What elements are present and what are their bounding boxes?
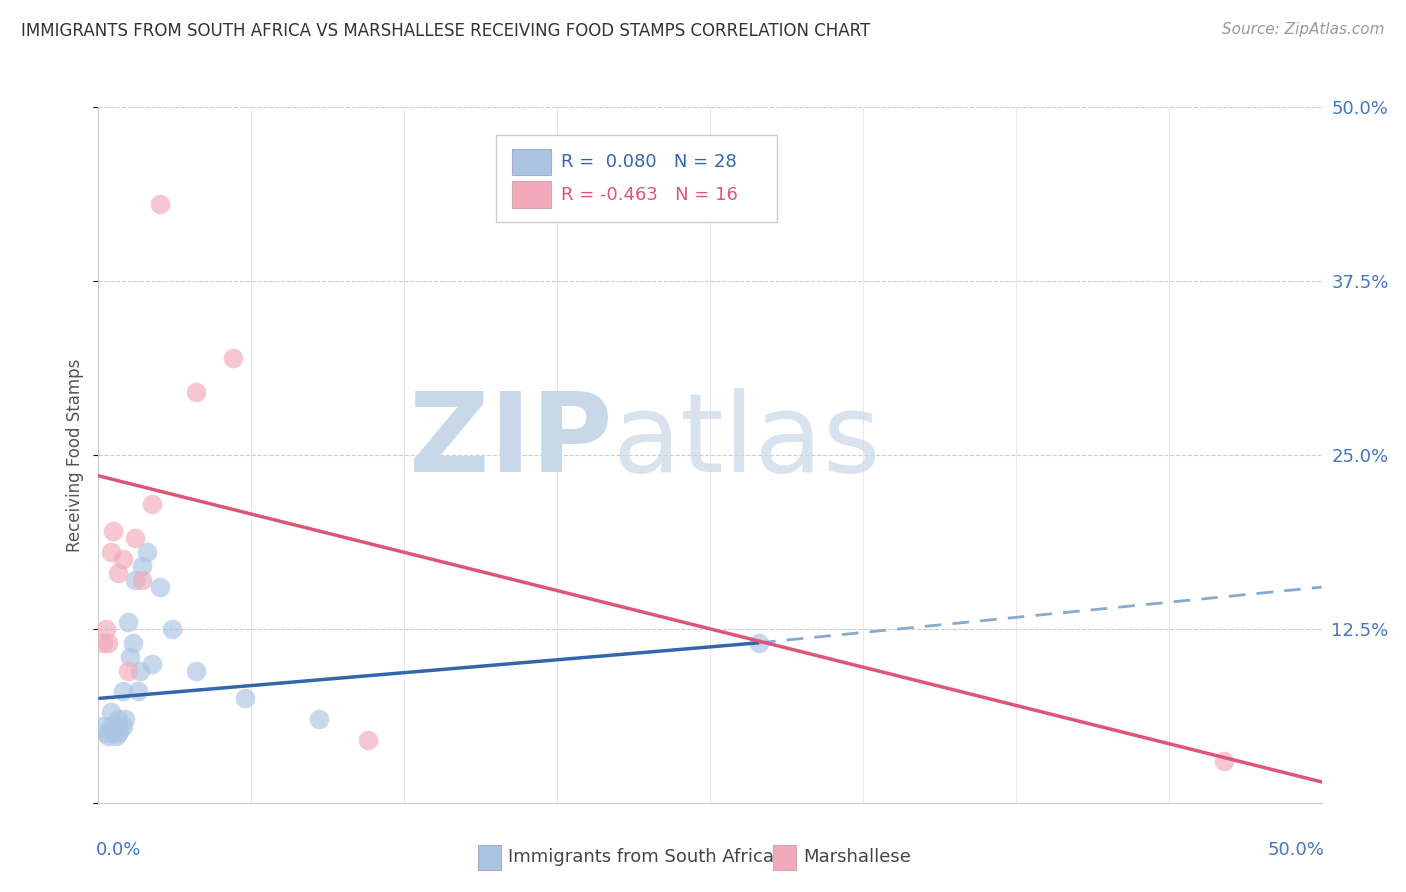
Point (104, 729, 127, 743)
Point (111, 552, 134, 566)
Point (91, 636, 114, 650)
Point (101, 524, 124, 539)
Point (120, 649, 142, 664)
Point (117, 664, 139, 678)
Point (94, 622, 117, 636)
Text: R = -0.463   N = 16: R = -0.463 N = 16 (561, 186, 738, 203)
Point (233, 691, 256, 706)
Point (97, 729, 120, 743)
Point (356, 733, 378, 747)
Point (117, 615, 139, 629)
Point (110, 723, 132, 738)
Text: atlas: atlas (612, 387, 880, 494)
Point (107, 566, 129, 581)
Point (121, 636, 143, 650)
Point (141, 497, 163, 511)
Point (222, 351, 245, 365)
Text: 0.0%: 0.0% (96, 841, 142, 859)
FancyBboxPatch shape (496, 135, 778, 222)
Point (149, 197, 172, 211)
FancyBboxPatch shape (512, 149, 551, 175)
Text: Source: ZipAtlas.com: Source: ZipAtlas.com (1222, 22, 1385, 37)
Point (100, 545, 122, 559)
Point (97, 636, 120, 650)
Point (748, 636, 770, 650)
Point (308, 712, 330, 726)
Point (107, 726, 129, 740)
Text: ZIP: ZIP (409, 387, 612, 494)
Point (131, 559, 153, 574)
Point (186, 385, 208, 400)
Text: Marshallese: Marshallese (803, 848, 911, 866)
Text: R =  0.080   N = 28: R = 0.080 N = 28 (561, 153, 737, 171)
Y-axis label: Receiving Food Stamps: Receiving Food Stamps (66, 359, 84, 551)
Point (149, 580, 172, 594)
Point (127, 684, 149, 698)
Point (107, 712, 129, 726)
Point (160, 622, 183, 636)
Text: Immigrants from South Africa: Immigrants from South Africa (508, 848, 773, 866)
Point (129, 664, 152, 678)
Point (111, 719, 134, 733)
Point (114, 712, 136, 726)
Point (100, 719, 122, 733)
Text: 50.0%: 50.0% (1267, 841, 1324, 859)
Text: IMMIGRANTS FROM SOUTH AFRICA VS MARSHALLESE RECEIVING FOOD STAMPS CORRELATION CH: IMMIGRANTS FROM SOUTH AFRICA VS MARSHALL… (21, 22, 870, 40)
FancyBboxPatch shape (512, 181, 551, 208)
Point (111, 684, 134, 698)
Point (131, 573, 153, 587)
Point (124, 573, 146, 587)
Point (136, 545, 159, 559)
Point (100, 706, 122, 720)
Point (141, 657, 163, 671)
Point (94, 726, 117, 740)
Point (1212, 754, 1234, 768)
Point (186, 664, 208, 678)
Point (124, 532, 146, 546)
Point (101, 723, 124, 738)
Point (91, 719, 114, 733)
